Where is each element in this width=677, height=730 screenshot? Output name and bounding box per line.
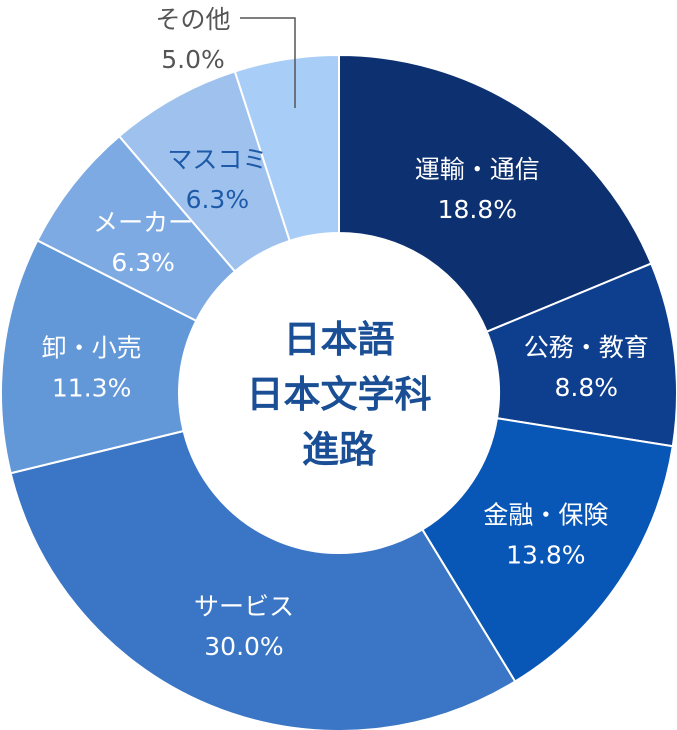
slice-value-retail: 11.3% [52,374,131,403]
slice-service [9,429,517,730]
slice-finance [421,417,674,683]
slice-label-maker: メーカー [93,208,193,237]
center-title-line-2: 日本文学科 [247,373,432,416]
slice-other [233,53,340,243]
slice-label-retail: 卸・小売 [42,334,142,363]
slice-value-public: 8.8% [555,373,619,402]
center-title: 日本語 日本文学科 進路 [247,318,432,471]
slice-value-maker: 6.3% [111,248,175,277]
slice-retail [0,239,198,475]
slice-value-service: 30.0% [204,632,283,661]
center-title-line-3: 進路 [302,428,377,471]
slice-label-other: その他 [155,5,230,34]
other-callout-line [240,17,296,108]
slice-value-other: 5.0% [161,45,225,74]
slice-value-finance: 13.8% [506,541,585,570]
slice-value-media: 6.3% [186,185,250,214]
slice-label-service: サービス [194,592,294,621]
slice-transport [338,53,653,334]
slice-label-finance: 金融・保険 [483,501,608,530]
slice-label-transport: 運輸・通信 [415,155,540,184]
slice-value-transport: 18.8% [438,195,517,224]
slice-labels: 運輸・通信 18.8% 公務・教育 8.8% 金融・保険 13.8% サービス 30.0% 卸・… [42,5,649,661]
slice-label-media: マスコミ [167,145,267,174]
center-title-line-1: 日本語 [284,318,395,361]
donut-slices [0,53,677,730]
other-callout [240,17,296,108]
slice-label-public: 公務・教育 [524,333,649,362]
